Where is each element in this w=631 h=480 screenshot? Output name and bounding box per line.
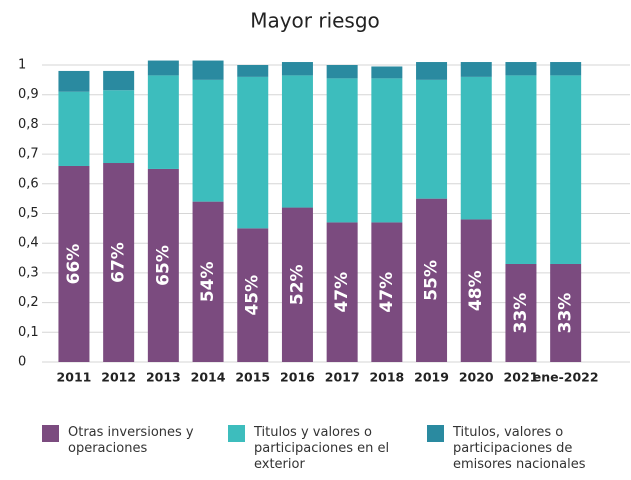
bar-segment [326,65,358,79]
bar-segment [550,75,582,264]
bar-segment [460,219,492,362]
bar-segment [147,168,179,362]
data-label: 67% [109,242,129,283]
bar-segment [416,198,448,362]
data-label: 48% [466,270,486,311]
x-tick-label: 2016 [280,370,315,385]
bar-segment [460,62,492,77]
bar-segment [58,70,90,92]
y-tick-label: 0,6 [18,176,39,191]
data-label: 33% [511,293,531,334]
data-label: 45% [243,275,263,316]
x-tick-label: 2019 [414,370,449,385]
x-tick-label: 2018 [369,370,404,385]
bar-segment [192,201,224,362]
data-label: 52% [287,264,307,305]
data-label: 55% [422,260,442,301]
x-tick-label: 2017 [325,370,360,385]
y-tick-label: 0,9 [18,87,39,102]
bar-segment [460,76,492,220]
bar-segment [371,66,403,79]
bar-segment [550,263,582,362]
bar-segment [550,62,582,76]
bar-segment [192,79,224,202]
bar-segment [371,222,403,362]
x-tick-label: ene-2022 [533,370,599,385]
y-tick-label: 0,7 [18,147,39,162]
y-tick-label: 1 [18,58,26,73]
y-tick-label: 0,8 [18,117,39,132]
x-tick-label: 2021 [504,370,539,385]
bar-segment [103,70,135,91]
y-tick-label: 0,1 [18,325,39,340]
bar-segment [281,62,313,76]
data-label: 54% [198,261,218,302]
bar-segment [58,165,90,362]
y-tick-label: 0,3 [18,265,39,280]
legend-swatch [427,425,444,442]
data-label: 47% [332,272,352,313]
legend-label: Titulos, valores o participaciones de em… [453,425,586,472]
bar-segment [416,62,448,80]
bar-segment [58,91,90,166]
bar-segment [103,90,135,164]
bar-segment [237,65,269,77]
bar-segment [505,75,537,264]
bar-segment [147,75,179,169]
bar-segment [281,207,313,362]
y-tick-label: 0 [18,355,26,370]
bar-segment [237,76,269,229]
bar-segment [147,60,179,76]
legend-item: Titulos, valores o participaciones de em… [427,425,607,473]
y-tick-label: 0,5 [18,206,39,221]
bar-segment [281,75,313,208]
bar-segment [103,163,135,362]
legend: Titulos, valores o participaciones de em… [0,425,631,480]
bar-segment [505,263,537,362]
legend-label: Titulos y valores o participaciones en e… [254,425,390,472]
x-tick-label: 2011 [57,370,92,385]
chart: Mayor riesgo 0 0,1 0,2 0,3 0,4 0,5 0,6 0,7 0,8 0,… [18,9,630,385]
x-tick-label: 2014 [191,370,226,385]
x-tick-label: 2012 [101,370,136,385]
legend-item: Titulos y valores o participaciones en e… [228,425,398,473]
legend-item: Otras inversiones y operaciones [42,425,202,457]
bar-segment [237,228,269,362]
data-label: 65% [153,245,173,286]
bar-segment [326,222,358,362]
legend-swatch [42,425,59,442]
bar-segment [416,79,448,199]
bar-segment [371,78,403,223]
legend-swatch [228,425,245,442]
bar-segment [192,60,224,80]
x-tick-label: 2013 [146,370,181,385]
data-label: 33% [556,293,576,334]
legend-label: Otras inversiones y operaciones [68,425,194,456]
y-tick-label: 0,2 [18,295,39,310]
x-tick-label: 2015 [235,370,270,385]
y-tick-label: 0,4 [18,236,39,251]
chart-title: Mayor riesgo [250,9,380,33]
bar-segment [326,78,358,223]
bar-segment [505,62,537,76]
data-label: 66% [64,244,84,285]
data-label: 47% [377,272,397,313]
x-tick-label: 2020 [459,370,494,385]
